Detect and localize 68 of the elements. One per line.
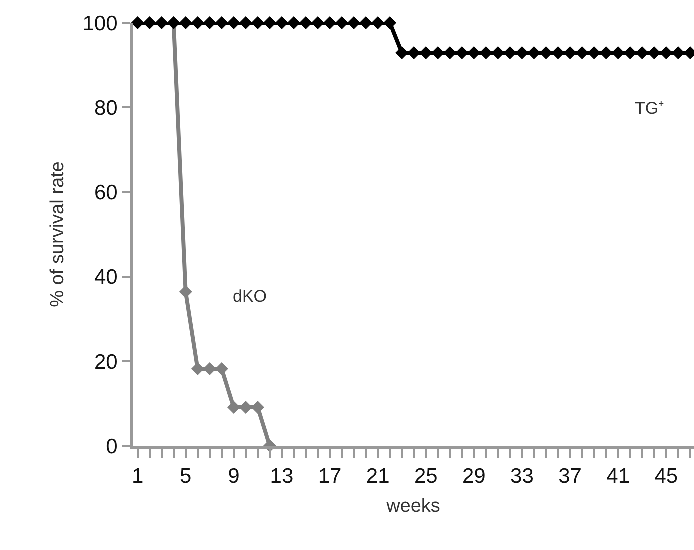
point: [179, 286, 192, 299]
x-tick-label: 45: [654, 465, 678, 488]
point: [504, 46, 517, 60]
point: [155, 16, 168, 30]
point: [227, 401, 240, 414]
x-tick-label: 13: [270, 465, 294, 488]
y-tick-label: 80: [94, 96, 118, 120]
x-tick-label: 1: [132, 465, 144, 488]
point: [179, 16, 192, 30]
point: [516, 46, 529, 60]
y-tick-label: 60: [94, 182, 118, 205]
x-tick-label: 33: [510, 465, 534, 488]
point: [480, 46, 493, 60]
y-tick-label: 40: [94, 266, 118, 290]
y-axis-title: % of survival rate: [48, 162, 69, 308]
point: [564, 46, 577, 60]
point: [360, 16, 373, 30]
point: [372, 16, 385, 30]
point: [251, 16, 264, 30]
point: [191, 362, 204, 376]
point: [660, 46, 673, 60]
point: [384, 16, 397, 30]
x-tick-label: 17: [318, 465, 342, 488]
point: [528, 46, 541, 60]
point: [624, 46, 637, 60]
y-tick-label: 100: [82, 12, 118, 36]
point: [456, 46, 469, 60]
point: [239, 16, 252, 30]
y-tick-label: 20: [94, 350, 118, 374]
x-tick-label: 21: [366, 465, 390, 488]
text: dKO: [233, 287, 268, 306]
x-tick-label: 37: [558, 465, 582, 488]
point: [672, 46, 685, 60]
x-tick-label: 29: [462, 465, 486, 488]
point: [588, 46, 601, 60]
point: [432, 46, 445, 60]
x-tick-label: 25: [414, 465, 438, 488]
x-tick-label: 9: [228, 465, 240, 488]
point: [143, 16, 156, 30]
point: [612, 46, 625, 60]
point: [324, 16, 337, 30]
x-tick-label: 41: [606, 465, 630, 488]
point: [600, 46, 613, 60]
point: [215, 16, 228, 30]
point: [540, 46, 553, 60]
point: [348, 16, 361, 30]
point: [275, 16, 288, 30]
point: [336, 16, 349, 30]
point: [576, 46, 589, 60]
point: [444, 46, 457, 60]
point: [420, 46, 433, 60]
point: [468, 46, 481, 60]
point: [191, 16, 204, 30]
point: [203, 16, 216, 30]
point: [648, 46, 661, 60]
text: TG⁺: [635, 99, 665, 118]
point: [636, 46, 649, 60]
point: [312, 16, 324, 30]
point: [263, 16, 276, 30]
x-axis-title: weeks: [386, 496, 440, 517]
y-tick-label: 0: [106, 435, 118, 458]
point: [299, 16, 312, 30]
point: [227, 16, 240, 30]
point: [287, 16, 300, 30]
point: [131, 16, 144, 30]
point: [492, 46, 505, 60]
point: [552, 46, 565, 60]
x-tick-label: 5: [180, 465, 192, 488]
